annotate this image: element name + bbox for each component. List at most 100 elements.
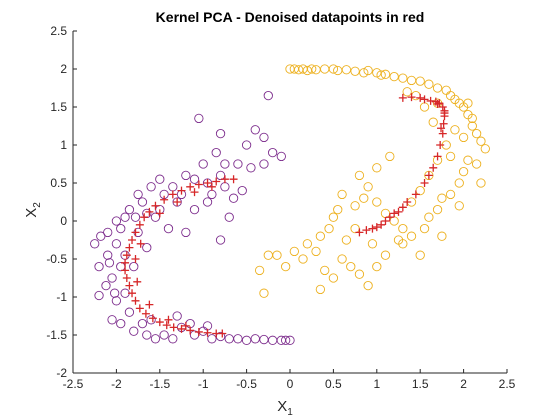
data-point-circle	[194, 113, 204, 124]
data-point-circle	[307, 64, 317, 74]
data-point-circle	[471, 128, 482, 139]
denoised-point-plus	[125, 243, 134, 252]
denoised-point-plus	[438, 129, 447, 138]
data-point-circle	[467, 121, 477, 131]
data-point-circle	[259, 159, 269, 169]
data-point-circle	[463, 155, 473, 165]
denoised-point-plus	[186, 326, 195, 335]
x-tick-label: -2.5	[63, 377, 84, 391]
data-point-circle	[445, 189, 456, 200]
y-axis-label: X2	[23, 202, 43, 218]
x-tick-label: 1.5	[412, 377, 429, 391]
denoised-point-plus	[177, 186, 186, 195]
data-point-circle	[159, 330, 169, 340]
data-point-circle	[354, 269, 365, 279]
data-point-circle	[168, 334, 178, 344]
data-point-circle	[398, 223, 408, 234]
data-point-circle	[137, 197, 148, 207]
data-point-circle	[263, 90, 273, 101]
data-point-circle	[94, 290, 104, 301]
denoised-point-plus	[181, 321, 190, 330]
data-point-circle	[350, 66, 360, 76]
data-point-circle	[137, 318, 148, 329]
data-point-circle	[130, 212, 141, 222]
denoised-point-plus	[390, 209, 399, 218]
data-point-circle	[228, 193, 239, 203]
data-point-circle	[181, 170, 191, 181]
denoised-point-plus	[398, 93, 407, 102]
denoised-point-plus	[141, 309, 150, 318]
data-point-circle	[104, 258, 115, 268]
data-point-circle	[211, 147, 221, 158]
data-point-circle	[133, 189, 143, 200]
series-3	[121, 93, 449, 338]
data-point-circle	[163, 223, 174, 234]
denoised-point-plus	[420, 179, 429, 187]
x-axis-label: X1	[277, 398, 293, 418]
data-point-circle	[359, 193, 369, 203]
denoised-point-plus	[173, 198, 182, 206]
data-point-circle	[337, 254, 347, 264]
data-point-circle	[101, 280, 111, 291]
data-point-circle	[476, 178, 486, 188]
denoised-point-plus	[377, 220, 386, 229]
data-point-circle	[103, 227, 113, 238]
denoised-point-plus	[416, 93, 425, 102]
data-point-circle	[393, 235, 404, 245]
denoised-point-plus	[148, 314, 157, 323]
data-point-circle	[372, 261, 382, 272]
data-point-circle	[220, 159, 230, 169]
data-point-circle	[116, 223, 126, 234]
data-point-circle	[110, 288, 120, 298]
data-point-circle	[129, 326, 139, 336]
data-point-circle	[129, 261, 139, 272]
data-point-circle	[437, 193, 447, 203]
data-point-circle	[432, 83, 443, 93]
data-point-circle	[215, 235, 226, 245]
denoised-point-plus	[186, 182, 195, 191]
y-tick-label: 0.5	[50, 176, 67, 190]
data-point-circle	[450, 125, 460, 135]
chart-title: Kernel PCA - Denoised datapoints in red	[156, 9, 425, 25]
data-point-circle	[372, 68, 382, 78]
denoised-point-plus	[398, 203, 407, 212]
data-point-circle	[380, 69, 391, 79]
data-point-circle	[111, 239, 122, 249]
denoised-point-plus	[121, 266, 130, 275]
denoised-point-plus	[403, 198, 412, 206]
denoised-point-plus	[136, 239, 145, 248]
data-point-circle	[363, 280, 373, 291]
data-point-circle	[111, 296, 122, 306]
data-point-circle	[107, 315, 117, 325]
denoised-point-plus	[218, 329, 227, 338]
data-point-circle	[289, 246, 299, 257]
data-point-circle	[380, 250, 391, 260]
data-point-circle	[315, 231, 326, 241]
data-point-circle	[315, 284, 326, 295]
x-tick-label: -0.5	[236, 377, 257, 391]
y-tick-label: -1.5	[46, 328, 67, 342]
denoised-point-plus	[433, 99, 442, 108]
denoised-point-plus	[194, 327, 203, 336]
data-point-circle	[458, 132, 469, 143]
denoised-point-plus	[125, 281, 134, 290]
data-point-circle	[124, 307, 135, 317]
data-point-circle	[376, 70, 386, 80]
denoised-point-plus	[155, 318, 164, 327]
denoised-point-plus	[203, 328, 212, 337]
data-point-circle	[142, 330, 152, 340]
data-point-circle	[389, 71, 399, 82]
denoised-point-plus	[122, 251, 131, 260]
x-axis-label-base: X	[277, 398, 287, 415]
denoised-point-plus	[190, 188, 199, 197]
data-point-circle	[367, 239, 378, 249]
data-point-circle	[94, 261, 104, 272]
data-point-circle	[454, 201, 464, 211]
denoised-point-plus	[411, 190, 420, 199]
data-point-circle	[467, 113, 477, 124]
y-tick-label: -2	[56, 366, 67, 380]
data-point-circle	[385, 151, 395, 162]
denoised-point-plus	[133, 277, 142, 286]
x-tick-label: 2	[460, 377, 467, 391]
